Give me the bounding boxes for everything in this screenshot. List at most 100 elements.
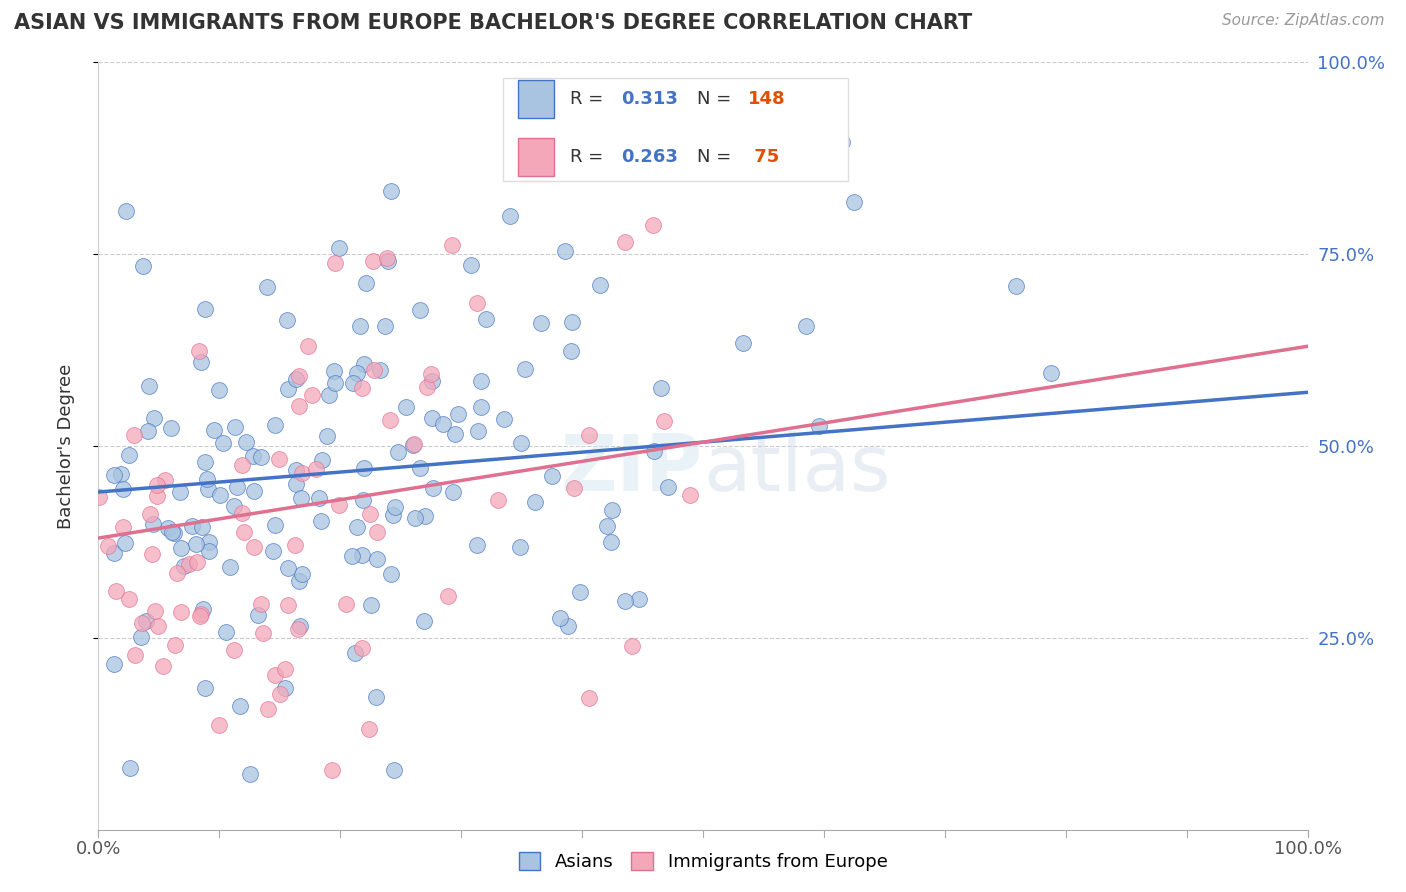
Text: atlas: atlas	[703, 431, 890, 507]
Point	[156, 521, 179, 535]
Point	[284, 538, 307, 552]
Point	[402, 438, 425, 452]
Point	[328, 498, 350, 512]
Point	[190, 355, 212, 369]
Point	[197, 535, 219, 549]
Point	[163, 638, 186, 652]
Point	[422, 410, 444, 425]
Point	[467, 424, 489, 438]
Point	[808, 418, 831, 433]
Point	[413, 509, 436, 524]
Point	[208, 384, 231, 398]
Point	[118, 761, 141, 775]
Point	[350, 640, 373, 655]
Point	[97, 540, 120, 554]
Point	[169, 484, 191, 499]
Point	[657, 480, 679, 494]
Point	[262, 544, 284, 558]
Point	[557, 619, 579, 633]
Point	[129, 630, 152, 644]
Point	[530, 316, 553, 330]
Point	[131, 615, 153, 630]
Point	[562, 481, 585, 495]
Point	[301, 388, 323, 402]
Point	[195, 472, 218, 486]
Point	[290, 491, 312, 506]
Point	[523, 495, 546, 509]
Point	[142, 516, 165, 531]
Point	[194, 681, 217, 695]
Point	[395, 400, 418, 414]
Point	[243, 483, 266, 498]
Point	[142, 411, 165, 425]
Point	[288, 369, 311, 384]
Point	[578, 428, 600, 442]
Text: Source: ZipAtlas.com: Source: ZipAtlas.com	[1222, 13, 1385, 29]
Text: 0.263: 0.263	[621, 148, 678, 166]
Point	[118, 448, 141, 462]
Text: ASIAN VS IMMIGRANTS FROM EUROPE BACHELOR'S DEGREE CORRELATION CHART: ASIAN VS IMMIGRANTS FROM EUROPE BACHELOR…	[14, 13, 973, 33]
Point	[415, 380, 437, 394]
Point	[741, 152, 763, 166]
Point	[208, 488, 231, 502]
FancyBboxPatch shape	[517, 80, 554, 119]
Point	[344, 646, 367, 660]
Point	[257, 702, 280, 716]
Point	[252, 626, 274, 640]
Point	[470, 374, 492, 388]
Point	[402, 437, 425, 451]
Point	[359, 508, 381, 522]
Point	[184, 537, 207, 551]
Point	[342, 549, 364, 563]
Legend: Asians, Immigrants from Europe: Asians, Immigrants from Europe	[512, 845, 894, 879]
Point	[264, 518, 287, 533]
FancyBboxPatch shape	[517, 137, 554, 176]
Point	[733, 335, 755, 350]
Point	[297, 339, 319, 353]
Point	[409, 302, 432, 317]
Point	[323, 364, 346, 378]
Point	[494, 412, 516, 426]
Point	[560, 344, 582, 359]
Point	[190, 607, 212, 621]
Point	[361, 253, 384, 268]
Point	[134, 615, 156, 629]
Point	[194, 455, 217, 469]
Point	[170, 541, 193, 556]
Point	[110, 467, 132, 482]
Point	[363, 363, 385, 377]
Point	[465, 538, 488, 552]
Point	[87, 490, 110, 504]
Point	[111, 482, 134, 496]
Point	[305, 461, 328, 475]
Text: R =: R =	[569, 148, 609, 166]
Point	[269, 451, 291, 466]
Point	[328, 241, 350, 255]
Point	[380, 566, 402, 581]
Point	[143, 604, 166, 618]
Point	[447, 408, 470, 422]
Point	[239, 766, 262, 780]
Point	[366, 524, 388, 539]
Point	[475, 311, 498, 326]
Point	[366, 551, 388, 566]
Point	[146, 478, 169, 492]
Point	[440, 237, 463, 252]
Point	[422, 481, 444, 495]
Point	[249, 597, 271, 611]
Point	[360, 598, 382, 612]
Point	[215, 624, 238, 639]
Point	[486, 492, 509, 507]
Point	[368, 363, 391, 377]
Text: N =: N =	[697, 148, 737, 166]
Point	[561, 315, 583, 329]
Point	[114, 204, 136, 219]
Point	[218, 560, 240, 574]
Point	[243, 541, 266, 555]
Point	[377, 254, 399, 268]
Point	[346, 520, 368, 534]
Point	[346, 366, 368, 380]
Point	[308, 491, 330, 505]
Point	[342, 376, 364, 390]
Point	[316, 428, 339, 442]
